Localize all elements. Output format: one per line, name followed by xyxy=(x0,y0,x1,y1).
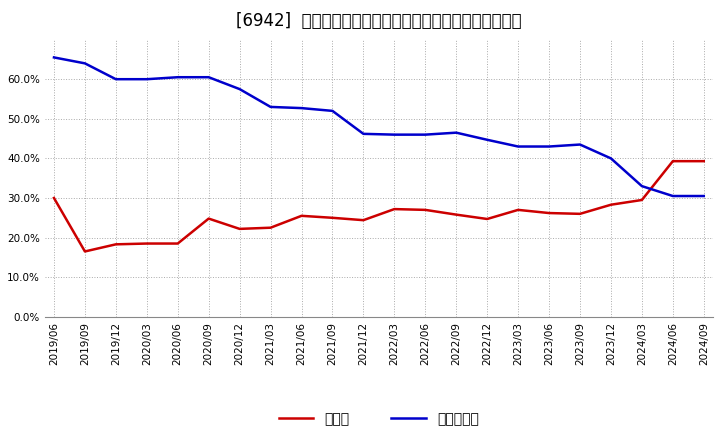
現預金 xyxy=(266,225,275,231)
有利子負債 xyxy=(266,104,275,110)
有利子負債 xyxy=(514,144,523,149)
有利子負債 xyxy=(483,137,492,143)
有利子負債 xyxy=(607,156,616,161)
Line: 有利子負債: 有利子負債 xyxy=(54,57,703,196)
有利子負債 xyxy=(668,193,677,198)
現預金 xyxy=(668,158,677,164)
Title: [6942]  現預金、有利子負債の総資産に対する比率の推移: [6942] 現預金、有利子負債の総資産に対する比率の推移 xyxy=(236,12,522,30)
有利子負債 xyxy=(638,183,647,189)
現預金 xyxy=(81,249,89,254)
有利子負債 xyxy=(328,108,337,114)
有利子負債 xyxy=(81,61,89,66)
現預金 xyxy=(50,195,58,201)
現預金 xyxy=(112,242,120,247)
有利子負債 xyxy=(112,77,120,82)
現預金 xyxy=(390,206,399,212)
現預金 xyxy=(235,226,244,231)
現預金 xyxy=(576,211,585,216)
現預金 xyxy=(607,202,616,207)
現預金 xyxy=(204,216,213,221)
現預金 xyxy=(638,197,647,202)
有利子負債 xyxy=(452,130,461,135)
現預金 xyxy=(514,207,523,213)
有利子負債 xyxy=(545,144,554,149)
有利子負債 xyxy=(235,86,244,92)
有利子負債 xyxy=(204,74,213,80)
有利子負債 xyxy=(359,131,368,136)
現預金 xyxy=(297,213,306,218)
現預金 xyxy=(699,158,708,164)
有利子負債 xyxy=(50,55,58,60)
有利子負債 xyxy=(174,74,182,80)
現預金 xyxy=(421,207,430,213)
有利子負債 xyxy=(297,106,306,111)
現預金 xyxy=(174,241,182,246)
現預金 xyxy=(452,212,461,217)
有利子負債 xyxy=(576,142,585,147)
Legend: 現預金, 有利子負債: 現預金, 有利子負債 xyxy=(273,407,485,432)
現預金 xyxy=(359,217,368,223)
有利子負債 xyxy=(390,132,399,137)
現預金 xyxy=(328,215,337,220)
現預金 xyxy=(545,210,554,216)
有利子負債 xyxy=(421,132,430,137)
Line: 現預金: 現預金 xyxy=(54,161,703,251)
有利子負債 xyxy=(699,193,708,198)
現預金 xyxy=(143,241,151,246)
現預金 xyxy=(483,216,492,222)
有利子負債 xyxy=(143,77,151,82)
